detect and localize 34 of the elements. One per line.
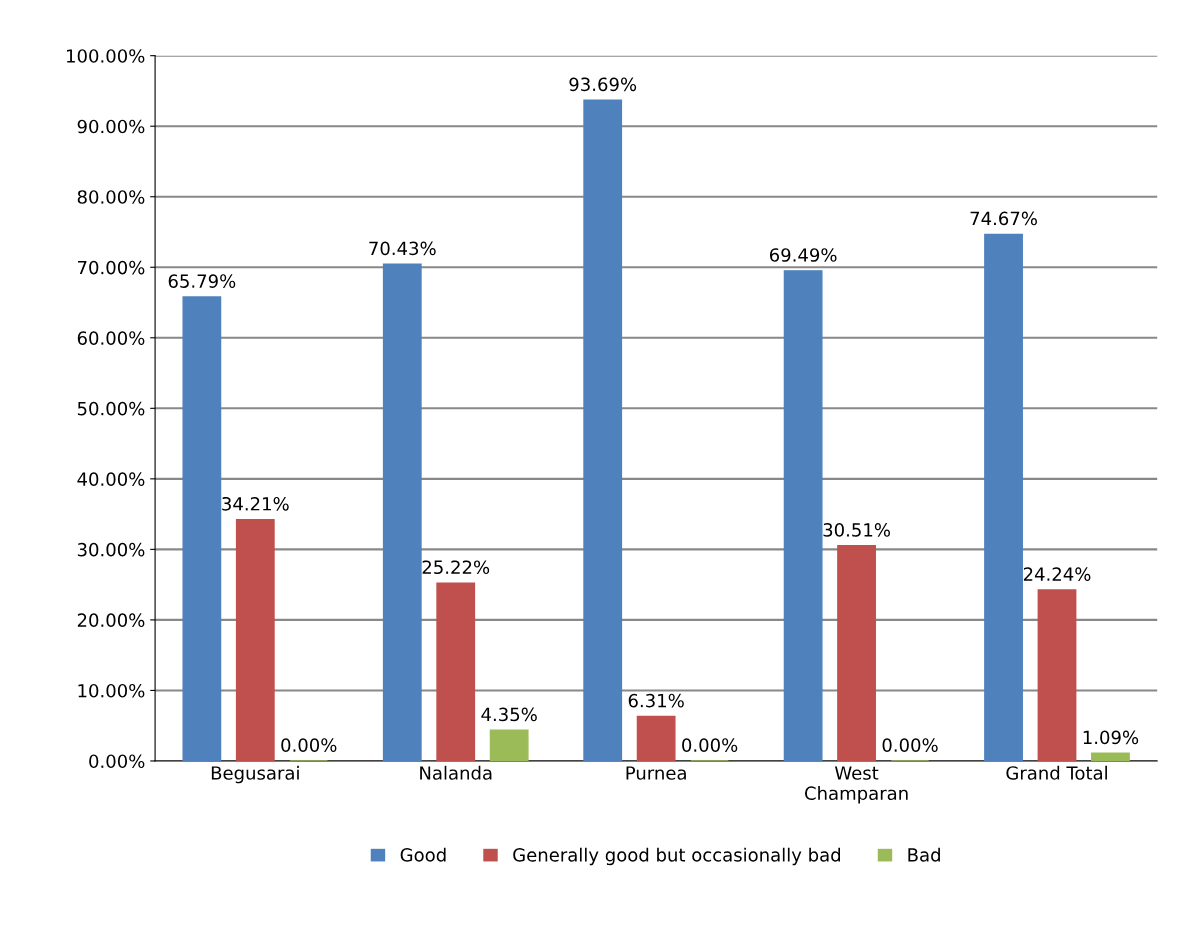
data-label: 0.00% [682,738,738,752]
y-tick-label: 90.00% [77,119,145,134]
x-tick-label: Grand Total [1006,765,1107,780]
data-label: 0.00% [281,738,337,752]
data-label: 34.21% [222,496,289,511]
data-label: 6.31% [628,693,684,708]
data-label: 70.43% [369,241,436,256]
data-label: 24.24% [1023,567,1091,581]
y-tick-label: 70.00% [78,260,145,275]
x-tick-label: Purnea [626,766,686,780]
y-tick-label: 20.00% [77,613,145,628]
y-tick-label: 0.00% [89,754,145,769]
y-tick-label: 100.00% [67,49,145,63]
y-tick-label: 80.00% [77,190,145,204]
data-label: 93.69% [569,77,637,92]
data-label: 74.67% [970,211,1037,226]
y-tick-label: 40.00% [77,472,145,486]
y-tick-label: 30.00% [77,542,145,557]
data-label: 4.35% [481,707,537,722]
y-tick-label: 10.00% [78,683,145,698]
data-label: 30.51% [823,523,890,537]
data-label: 0.00% [882,738,938,752]
data-label: 25.22% [422,560,490,575]
legend-label: Bad [908,847,940,862]
x-tick-label: Begusarai [211,765,299,784]
y-tick-label: 50.00% [77,401,145,416]
legend-label: Generally good but occasionally bad [513,847,840,866]
data-label: 69.49% [769,248,837,262]
data-label: 65.79% [168,274,236,288]
x-tick-label: West Champaran [805,766,908,804]
data-label: 1.09% [1083,730,1139,745]
legend-label: Good [400,847,446,862]
x-tick-label: Nalanda [420,765,492,780]
y-tick-label: 60.00% [77,331,145,345]
